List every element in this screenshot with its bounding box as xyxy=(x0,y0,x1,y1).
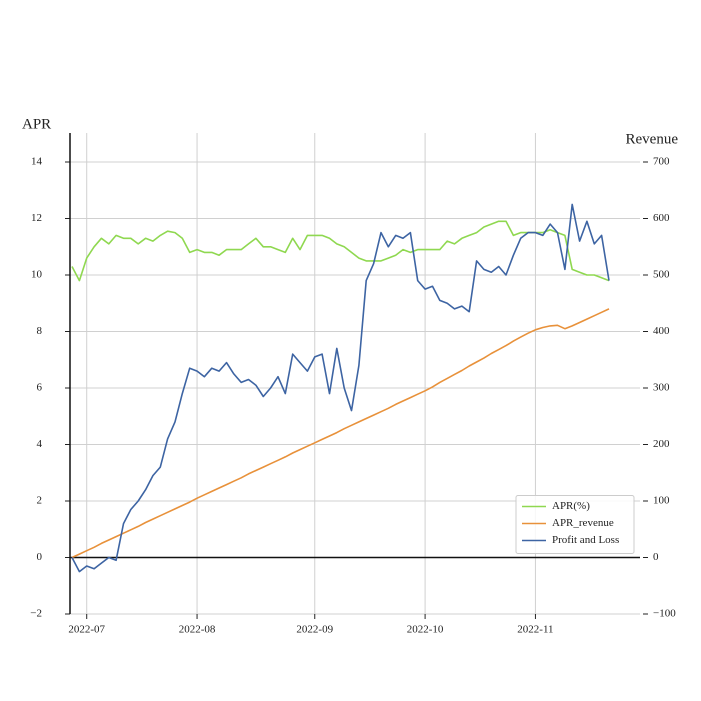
y-tick-label: 6 xyxy=(37,382,43,394)
y-tick-label: 0 xyxy=(37,551,43,563)
y2-axis-title: Revenue xyxy=(626,131,679,147)
legend-label: Profit and Loss xyxy=(552,534,619,546)
x-tick-label: 2022-08 xyxy=(179,624,216,636)
y2-tick-label: 500 xyxy=(653,269,670,281)
x-tick-label: 2022-11 xyxy=(517,624,553,636)
y-tick-label: 8 xyxy=(37,325,43,337)
y-tick-label: −2 xyxy=(30,608,42,620)
y2-tick-label: −100 xyxy=(653,608,676,620)
y2-tick-label: 200 xyxy=(653,438,670,450)
x-tick-label: 2022-10 xyxy=(407,624,444,636)
legend-label: APR(%) xyxy=(552,500,590,512)
legend-label: APR_revenue xyxy=(552,517,614,529)
y2-tick-label: 100 xyxy=(653,495,670,507)
y2-tick-label: 600 xyxy=(653,212,670,224)
series-line xyxy=(71,220,610,282)
y2-tick-label: 0 xyxy=(653,551,659,563)
series-line xyxy=(71,308,610,559)
y-tick-label: 12 xyxy=(31,212,42,224)
y2-tick-label: 400 xyxy=(653,325,670,337)
x-tick-label: 2022-07 xyxy=(68,624,105,636)
y2-tick-label: 300 xyxy=(653,382,670,394)
x-tick-label: 2022-09 xyxy=(296,624,333,636)
y-tick-label: 4 xyxy=(37,438,43,450)
y-tick-label: 2 xyxy=(37,495,43,507)
y-axis-title: APR xyxy=(22,116,51,132)
y2-tick-label: 700 xyxy=(653,156,670,168)
legend: APR(%) APR_revenue Profit and Loss xyxy=(515,495,635,554)
y-tick-label: 14 xyxy=(31,156,43,168)
y-tick-label: 10 xyxy=(31,269,43,281)
series-line xyxy=(71,203,610,573)
legend-box xyxy=(515,495,635,554)
